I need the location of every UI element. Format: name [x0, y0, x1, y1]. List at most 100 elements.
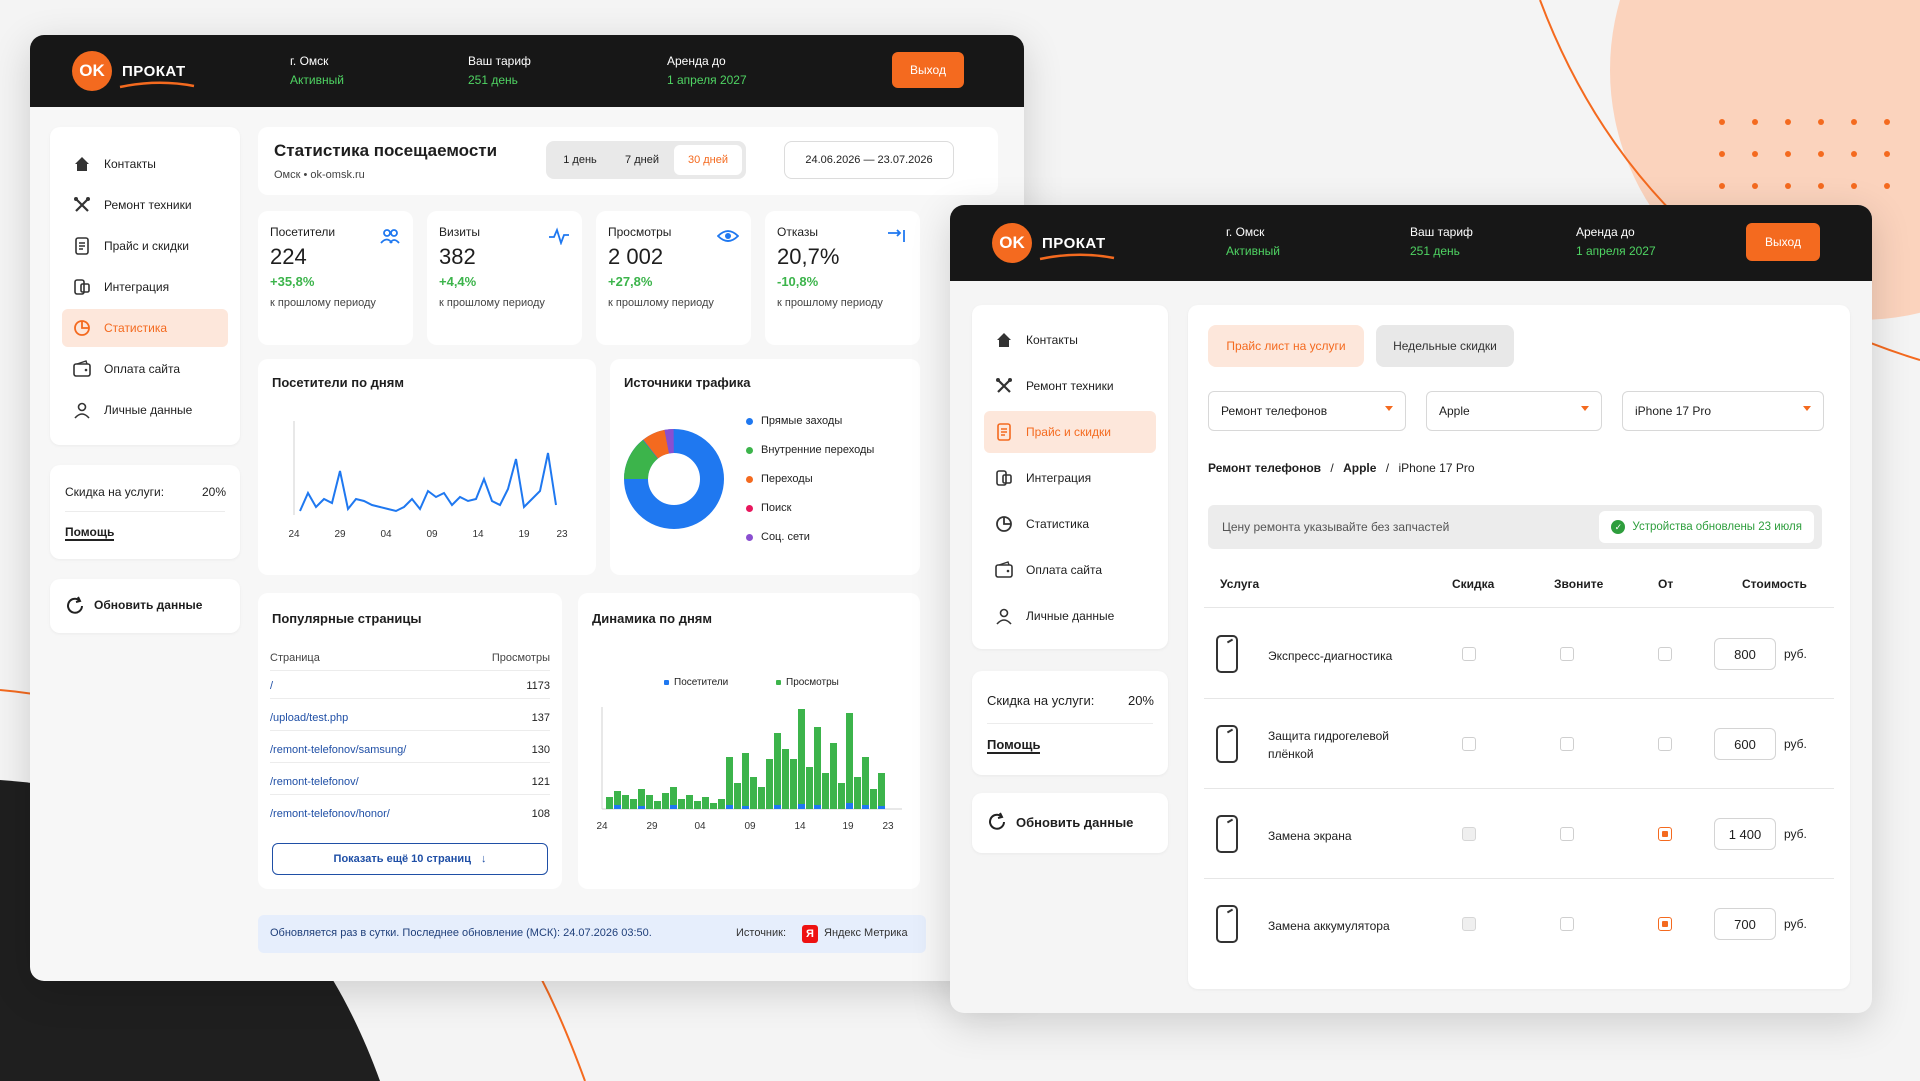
period-1-day[interactable]: 1 день — [563, 154, 597, 166]
tools-icon — [996, 378, 1012, 393]
tools-icon — [74, 197, 90, 212]
tab-price-list[interactable]: Прайс лист на услуги — [1208, 325, 1364, 367]
call-checkbox[interactable] — [1560, 827, 1574, 841]
price-input[interactable]: 600 — [1714, 728, 1776, 760]
sidebar-item-repair[interactable]: Ремонт техники — [62, 186, 228, 224]
legend-label: Просмотры — [786, 677, 839, 688]
col-page: Страница — [270, 651, 320, 664]
date-range-picker[interactable]: 24.06.2026 — 23.07.2026 — [784, 141, 954, 179]
sidebar-item-prices[interactable]: Прайс и скидки — [62, 227, 228, 265]
stat-value: 20,7% — [777, 244, 840, 269]
sidebar-item-statistics[interactable]: Статистика — [984, 503, 1156, 545]
sidebar-item-label: Прайс и скидки — [104, 239, 189, 253]
from-checkbox[interactable] — [1658, 827, 1672, 841]
source-label: Источник: — [736, 927, 787, 939]
logo-text: ПРОКАТ — [1039, 235, 1115, 260]
x-tick: 19 — [518, 529, 530, 540]
city-info: г. Омск Активный — [1226, 223, 1280, 261]
sidebar-item-label: Статистика — [104, 321, 168, 335]
service-row: Замена экрана 1 400 руб. — [1204, 789, 1834, 879]
logout-button[interactable]: Выход — [892, 52, 964, 88]
logo[interactable]: OK ПРОКАТ — [72, 51, 195, 91]
popular-header: Страница Просмотры — [270, 645, 550, 671]
popular-title: Популярные страницы — [272, 611, 422, 626]
statistics-main: Статистика посещаемости Омск • ok-omsk.r… — [258, 127, 998, 969]
integration-icon — [74, 279, 90, 295]
x-tick: 23 — [882, 821, 894, 832]
sidebar-item-personal[interactable]: Личные данные — [984, 595, 1156, 637]
service-name: Замена аккумулятора — [1268, 919, 1390, 933]
help-link[interactable]: Помощь — [987, 737, 1041, 754]
sidebar-item-contacts[interactable]: Контакты — [62, 145, 228, 183]
page-path-link[interactable]: /remont-telefonov/honor/ — [270, 808, 390, 820]
bounce-icon — [888, 229, 905, 242]
price-input[interactable]: 1 400 — [1714, 818, 1776, 850]
show-more-label: Показать ещё 10 страниц — [333, 853, 471, 865]
visitors-chart-title: Посетители по дням — [272, 375, 404, 390]
page-path-link[interactable]: /remont-telefonov/ — [270, 775, 359, 788]
call-checkbox[interactable] — [1560, 737, 1574, 751]
tariff-label: Ваш тариф — [468, 54, 531, 68]
show-more-button[interactable]: Показать ещё 10 страниц ↓ — [272, 843, 548, 875]
sidebar-item-payment[interactable]: Оплата сайта — [984, 549, 1156, 591]
price-list-icon — [75, 237, 89, 255]
period-30-days[interactable]: 30 дней — [674, 145, 742, 175]
from-checkbox[interactable] — [1658, 647, 1672, 661]
dynamics-bar-chart: 24 29 04 09 14 19 23 — [596, 707, 902, 832]
phone-icon — [1216, 815, 1238, 853]
call-checkbox[interactable] — [1560, 647, 1574, 661]
breadcrumb-item[interactable]: Apple — [1343, 461, 1377, 475]
period-7-days[interactable]: 7 дней — [625, 154, 659, 166]
price-input[interactable]: 800 — [1714, 638, 1776, 670]
legend-label: Внутренние переходы — [761, 444, 875, 456]
updated-text: Устройства обновлены 23 июля — [1632, 521, 1802, 533]
refresh-button[interactable]: Обновить данные — [50, 579, 240, 633]
x-tick: 24 — [596, 821, 608, 832]
refresh-icon — [67, 596, 83, 614]
brand-select[interactable]: Apple — [1426, 391, 1602, 431]
page-path-link[interactable]: /upload/test.php — [270, 711, 349, 724]
sidebar-item-label: Личные данные — [104, 403, 193, 417]
discount-checkbox[interactable] — [1462, 737, 1476, 751]
discount-label: Скидка на услуги: — [65, 485, 165, 499]
model-select[interactable]: iPhone 17 Pro — [1622, 391, 1824, 431]
legend-label: Соц. сети — [761, 531, 810, 543]
rent-info: Аренда до 1 апреля 2027 — [1576, 223, 1656, 261]
discount-checkbox[interactable] — [1462, 917, 1476, 931]
sidebar-item-integration[interactable]: Интеграция — [984, 457, 1156, 499]
call-checkbox[interactable] — [1560, 917, 1574, 931]
from-checkbox[interactable] — [1658, 737, 1672, 751]
sidebar-item-integration[interactable]: Интеграция — [62, 268, 228, 306]
logout-button[interactable]: Выход — [1746, 223, 1820, 261]
legend-label: Посетители — [674, 677, 729, 688]
sidebar-item-label: Оплата сайта — [1026, 563, 1103, 577]
breadcrumb: Ремонт телефонов / Apple / iPhone 17 Pro — [1208, 461, 1475, 475]
price-input[interactable]: 700 — [1714, 908, 1776, 940]
sidebar-item-repair[interactable]: Ремонт техники — [984, 365, 1156, 407]
legend-label: Переходы — [761, 473, 813, 485]
tariff-value: 251 день — [1410, 244, 1460, 258]
sidebar-item-label: Статистика — [1026, 517, 1090, 531]
table-row: / 1173 — [270, 673, 550, 699]
breadcrumb-item[interactable]: Ремонт телефонов — [1208, 461, 1322, 475]
wallet-icon — [995, 561, 1013, 578]
help-link[interactable]: Помощь — [65, 525, 115, 541]
legend-label: Поиск — [761, 502, 792, 514]
from-checkbox[interactable] — [1658, 917, 1672, 931]
sidebar-item-statistics[interactable]: Статистика — [62, 309, 228, 347]
sidebar-item-personal[interactable]: Личные данные — [62, 391, 228, 429]
logo[interactable]: OK ПРОКАТ — [992, 223, 1115, 263]
page-path-link[interactable]: /remont-telefonov/samsung/ — [270, 743, 407, 756]
tab-weekly-discounts[interactable]: Недельные скидки — [1376, 325, 1514, 367]
category-select[interactable]: Ремонт телефонов — [1208, 391, 1406, 431]
page-path-link[interactable]: / — [270, 679, 274, 692]
sidebar-item-prices[interactable]: Прайс и скидки — [984, 411, 1156, 453]
stat-label: Отказы — [777, 225, 819, 239]
stat-value: 2 002 — [608, 244, 664, 269]
stat-label: Визиты — [439, 225, 481, 239]
sidebar-item-payment[interactable]: Оплата сайта — [62, 350, 228, 388]
discount-checkbox[interactable] — [1462, 647, 1476, 661]
refresh-button[interactable]: Обновить данные — [972, 793, 1168, 853]
sidebar-item-contacts[interactable]: Контакты — [984, 319, 1156, 361]
discount-checkbox[interactable] — [1462, 827, 1476, 841]
